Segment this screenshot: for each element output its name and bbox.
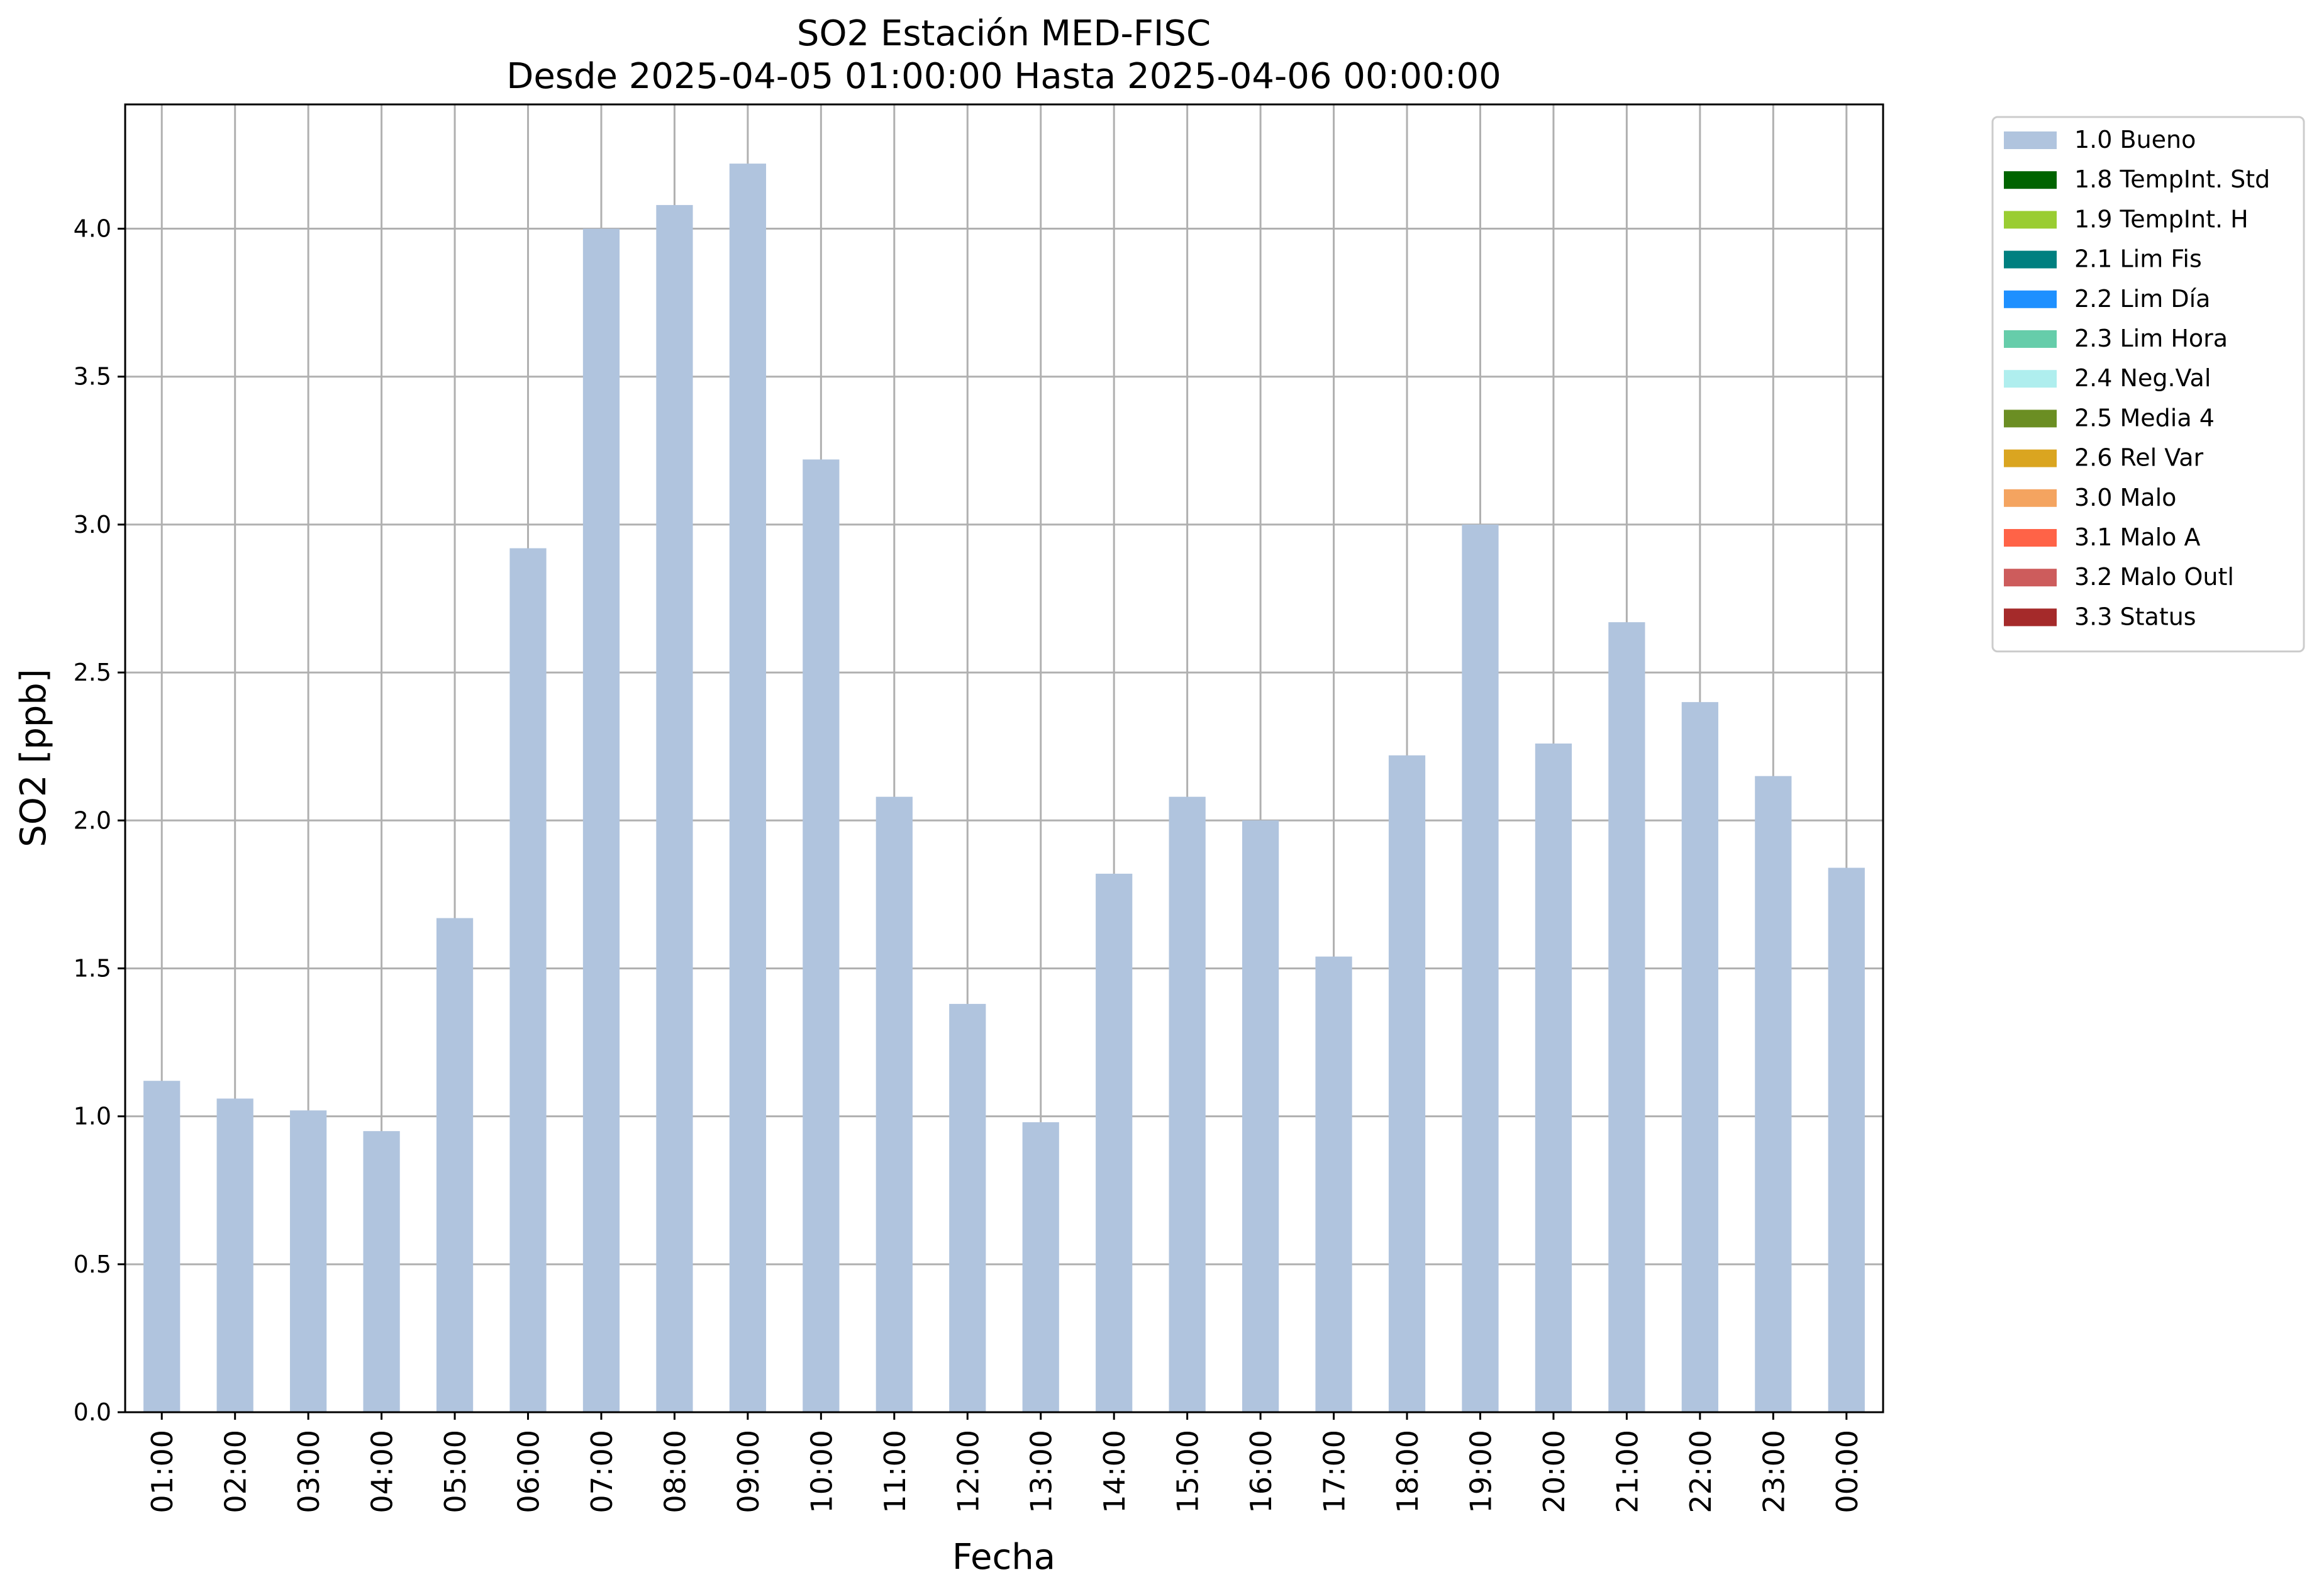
bar-0300 <box>290 1110 327 1412</box>
x-tick-label: 21:00 <box>1610 1430 1644 1513</box>
legend-label: 2.5 Media 4 <box>2074 404 2215 432</box>
bar-0000 <box>1828 867 1865 1412</box>
x-tick-label: 15:00 <box>1171 1430 1205 1513</box>
bar-0400 <box>363 1131 400 1412</box>
bar-1300 <box>1022 1122 1059 1412</box>
bar-0600 <box>509 548 547 1412</box>
bar-1800 <box>1388 755 1426 1412</box>
chart-subtitle-line: Desde 2025-04-05 01:00:00 Hasta 2025-04-… <box>506 56 1501 97</box>
legend-label: 3.1 Malo A <box>2074 523 2200 551</box>
bar-2200 <box>1681 702 1718 1412</box>
x-tick-label: 16:00 <box>1244 1430 1278 1513</box>
bar-2300 <box>1755 776 1792 1412</box>
legend-label: 3.3 Status <box>2074 603 2196 630</box>
x-tick-label: 04:00 <box>365 1430 399 1513</box>
legend-label: 2.1 Lim Fis <box>2074 245 2202 273</box>
chart-title-line: SO2 Estación MED-FISC <box>797 13 1211 54</box>
legend-label: 2.3 Lim Hora <box>2074 325 2228 352</box>
legend-label: 3.2 Malo Outl <box>2074 563 2234 591</box>
y-tick-label: 2.0 <box>74 806 111 834</box>
legend-swatch <box>2004 131 2057 149</box>
y-tick-label: 4.0 <box>74 215 111 243</box>
legend-label: 3.0 Malo <box>2074 484 2176 511</box>
legend-swatch <box>2004 569 2057 587</box>
x-tick-label: 13:00 <box>1025 1430 1059 1513</box>
x-tick-label: 20:00 <box>1537 1430 1571 1513</box>
legend-swatch <box>2004 250 2057 269</box>
legend-swatch <box>2004 410 2057 428</box>
x-tick-label: 03:00 <box>292 1430 326 1513</box>
y-tick-label: 3.0 <box>74 511 111 538</box>
y-tick-label: 1.0 <box>74 1103 111 1130</box>
legend-label: 2.2 Lim Día <box>2074 285 2210 313</box>
y-tick-label: 0.0 <box>74 1398 111 1426</box>
legend-box <box>1991 116 2305 653</box>
y-tick-label: 3.5 <box>74 363 111 391</box>
x-tick-label: 14:00 <box>1098 1430 1131 1513</box>
bar-0900 <box>729 164 767 1412</box>
x-tick-label: 23:00 <box>1757 1430 1791 1513</box>
legend-label: 1.8 TempInt. Std <box>2074 165 2270 193</box>
x-axis: 01:00 02:00 03:00 04:00 05:00 06:00 07:00 08:00… <box>145 1412 1864 1513</box>
x-tick-label: 08:00 <box>658 1430 692 1513</box>
x-tick-label: 11:00 <box>878 1430 912 1513</box>
legend-label: 2.4 Neg.Val <box>2074 364 2211 392</box>
y-axis-label: SO2 [ppb] <box>13 669 54 847</box>
legend: 1.0 Bueno 1.8 TempInt. Std 1.9 TempInt. H 2… <box>1991 116 2305 653</box>
legend-label: 2.6 Rel Var <box>2074 444 2204 472</box>
legend-swatch <box>2004 608 2057 627</box>
bar-1200 <box>949 1003 986 1412</box>
bar-0200 <box>216 1098 253 1412</box>
plot-frame <box>124 103 1884 1413</box>
x-tick-label: 05:00 <box>438 1430 472 1513</box>
x-tick-label: 18:00 <box>1391 1430 1425 1513</box>
x-tick-label: 09:00 <box>731 1430 765 1513</box>
bar-0100 <box>143 1081 181 1412</box>
bar-2000 <box>1535 743 1572 1412</box>
bar-1900 <box>1462 524 1499 1412</box>
chart-title: SO2 Estación MED-FISC Desde 2025-04-05 0… <box>506 13 1501 97</box>
bar-2100 <box>1608 622 1645 1412</box>
y-tick-label: 0.5 <box>74 1251 111 1278</box>
x-tick-label: 22:00 <box>1684 1430 1718 1513</box>
x-tick-label: 19:00 <box>1464 1430 1498 1513</box>
legend-swatch <box>2004 529 2057 547</box>
x-tick-label: 17:00 <box>1318 1430 1352 1513</box>
bar-1700 <box>1315 956 1352 1412</box>
legend-swatch <box>2004 330 2057 348</box>
x-tick-label: 10:00 <box>804 1430 838 1513</box>
y-axis: 0.0 0.5 1.0 1.5 2.0 2.5 3.0 3.5 4.0 <box>74 215 125 1426</box>
x-tick-label: 00:00 <box>1830 1430 1864 1513</box>
legend-swatch <box>2004 171 2057 189</box>
x-tick-label: 06:00 <box>512 1430 546 1513</box>
bar-0500 <box>436 918 474 1412</box>
x-tick-label: 12:00 <box>951 1430 985 1513</box>
y-tick-label: 1.5 <box>74 954 111 982</box>
bar-1400 <box>1096 873 1133 1412</box>
bar-0800 <box>656 204 693 1412</box>
x-tick-label: 01:00 <box>145 1430 179 1513</box>
legend-swatch <box>2004 449 2057 467</box>
legend-swatch <box>2004 290 2057 308</box>
x-tick-label: 07:00 <box>585 1430 619 1513</box>
legend-label: 1.9 TempInt. H <box>2074 205 2249 233</box>
bar-1000 <box>803 459 840 1413</box>
legend-swatch <box>2004 370 2057 388</box>
legend-swatch <box>2004 489 2057 507</box>
bar-1600 <box>1242 820 1279 1412</box>
x-tick-label: 02:00 <box>219 1430 253 1513</box>
bar-1500 <box>1169 796 1206 1412</box>
legend-label: 1.0 Bueno <box>2074 126 2196 153</box>
legend-swatch <box>2004 211 2057 229</box>
bars <box>143 164 1865 1413</box>
bar-1100 <box>876 796 913 1412</box>
y-tick-label: 2.5 <box>74 659 111 686</box>
bar-0700 <box>582 228 620 1413</box>
x-axis-label: Fecha <box>952 1537 1055 1578</box>
